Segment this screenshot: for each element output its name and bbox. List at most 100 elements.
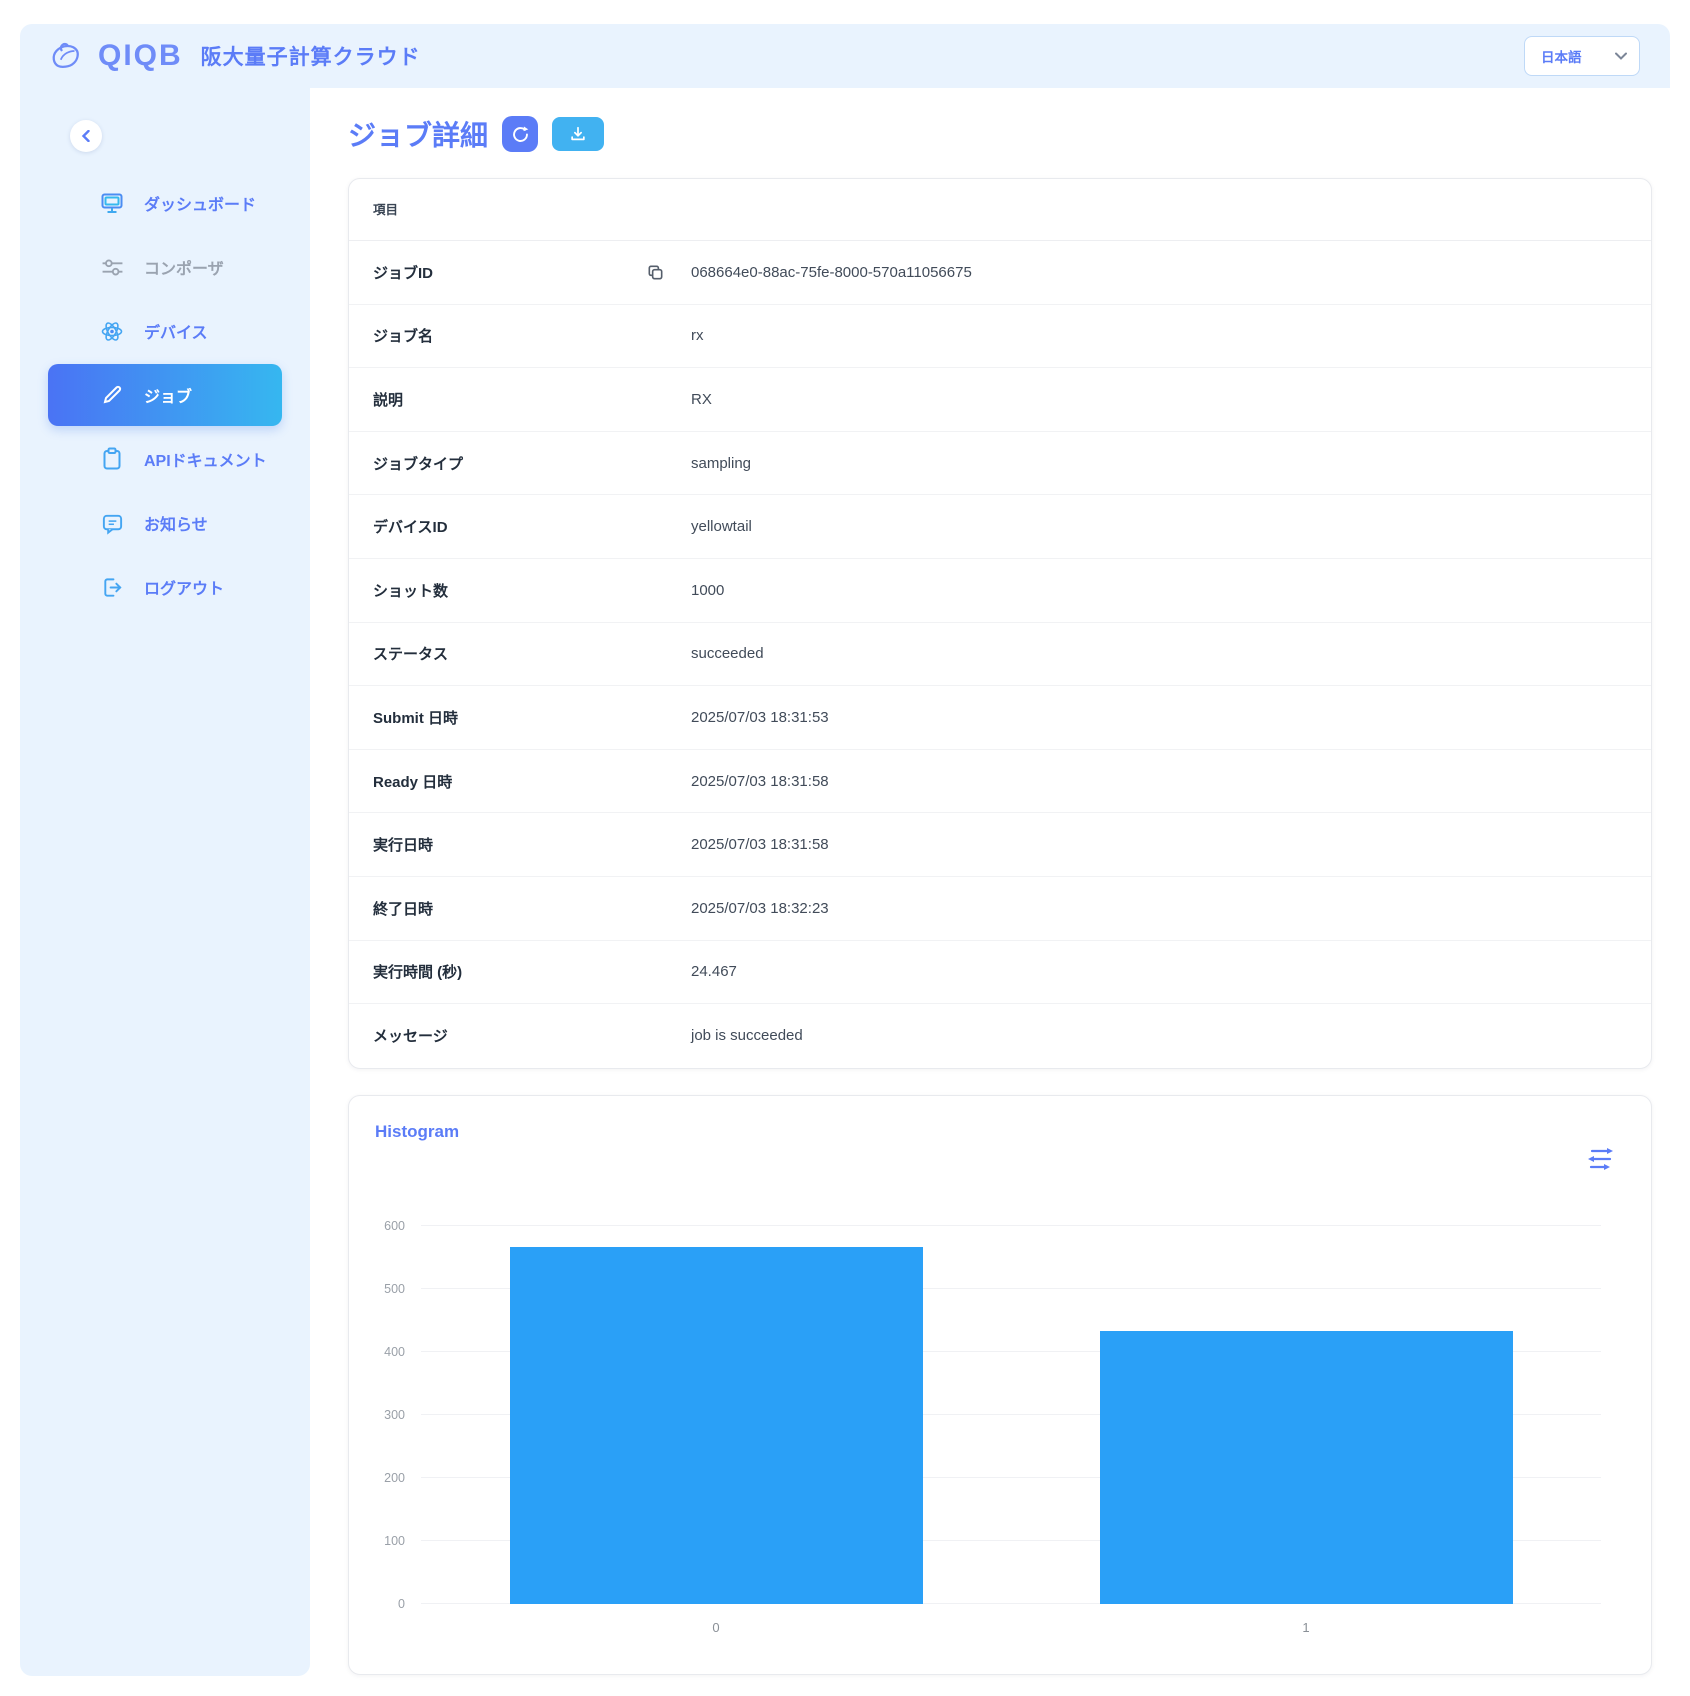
table-row-device-id: デバイスID yellowtail	[349, 495, 1651, 559]
row-value: 2025/07/03 18:32:23	[691, 899, 829, 917]
histogram-header: Histogram	[373, 1122, 1629, 1172]
sidebar-item-label: ダッシュボード	[144, 197, 257, 214]
sidebar-item-label: コンポーザ	[144, 261, 224, 278]
table-row-description: 説明 RX	[349, 368, 1651, 432]
sidebar-item-jobs[interactable]: ジョブ	[48, 364, 282, 426]
table-header: 項目	[349, 179, 1651, 241]
row-value: 068664e0-88ac-75fe-8000-570a11056675	[691, 263, 972, 281]
row-value: sampling	[691, 454, 752, 472]
row-label: 説明	[373, 391, 404, 409]
y-axis-tick-label: 100	[384, 1533, 405, 1548]
language-selector[interactable]: 日本語	[1524, 36, 1640, 76]
row-value: 24.467	[691, 963, 737, 981]
dashboard-monitor-icon	[100, 191, 124, 215]
table-row-duration: 実行時間 (秒) 24.467	[349, 941, 1651, 1005]
row-label: ジョブタイプ	[373, 455, 464, 473]
row-label: ステータス	[373, 646, 449, 664]
gridline	[421, 1476, 1601, 1478]
histogram-card: Histogram 0 100 200 300 400 500 600 0 1	[348, 1094, 1652, 1675]
logout-icon	[100, 575, 124, 599]
row-label: ジョブID	[373, 264, 434, 282]
brand[interactable]: QIQB 阪大量子計算クラウド	[46, 36, 421, 76]
gridline	[421, 1539, 1601, 1541]
row-label: ショット数	[373, 582, 449, 600]
row-value: 2025/07/03 18:31:58	[691, 772, 829, 790]
gridline	[421, 1350, 1601, 1352]
row-label: 終了日時	[373, 900, 434, 918]
y-axis-tick-label: 200	[384, 1470, 405, 1485]
api-clipboard-icon	[100, 447, 124, 471]
table-row-end-time: 終了日時 2025/07/03 18:32:23	[349, 877, 1651, 941]
row-value: RX	[691, 390, 712, 408]
sidebar-collapse-button[interactable]	[70, 120, 102, 152]
sidebar-item-api-docs[interactable]: APIドキュメント	[20, 434, 310, 484]
row-label: 実行日時	[373, 837, 434, 855]
gridline	[421, 1602, 1601, 1604]
table-row-submit-time: Submit 日時 2025/07/03 18:31:53	[349, 686, 1651, 750]
y-axis-tick-label: 0	[398, 1596, 405, 1611]
app-title: 阪大量子計算クラウド	[200, 46, 421, 69]
row-label: デバイスID	[373, 519, 448, 537]
page-title: ジョブ詳細	[348, 120, 489, 151]
sidebar-item-label: ジョブ	[144, 389, 193, 406]
title-row: ジョブ詳細	[348, 114, 1670, 154]
device-atom-icon	[100, 319, 124, 343]
row-label: Ready 日時	[373, 773, 453, 791]
sidebar-item-logout[interactable]: ログアウト	[20, 562, 310, 612]
y-axis-tick-label: 300	[384, 1407, 405, 1422]
sidebar-item-composer[interactable]: コンポーザ	[20, 242, 310, 292]
sidebar: ダッシュボード コンポーザ	[20, 88, 310, 1676]
table-row-job-name: ジョブ名 rx	[349, 305, 1651, 369]
x-axis-tick-label: 0	[712, 1619, 720, 1635]
gridline	[421, 1287, 1601, 1289]
gridline	[421, 1224, 1601, 1226]
histogram-bar-0	[509, 1246, 923, 1604]
chevron-down-icon	[1615, 52, 1627, 60]
qiqb-logo-text: QIQB	[98, 39, 183, 72]
sidebar-item-label: デバイス	[144, 325, 208, 342]
main-content: ジョブ詳細 項目 ジョブID	[310, 88, 1670, 1675]
y-axis-tick-label: 600	[384, 1218, 405, 1233]
table-row-job-type: ジョブタイプ sampling	[349, 432, 1651, 496]
download-icon	[571, 126, 585, 141]
sidebar-item-dashboard[interactable]: ダッシュボード	[20, 178, 310, 228]
table-row-run-time: 実行日時 2025/07/03 18:31:58	[349, 813, 1651, 877]
download-button[interactable]	[552, 117, 605, 151]
row-label: 実行時間 (秒)	[373, 964, 463, 982]
y-axis-tick-label: 400	[384, 1344, 405, 1359]
job-pencil-icon	[100, 383, 124, 407]
job-detail-card: 項目 ジョブID 068664e0-88ac-75fe-8000-570a110…	[348, 178, 1652, 1069]
x-axis-tick-label: 1	[1302, 1619, 1310, 1635]
refresh-button[interactable]	[502, 116, 539, 152]
row-value: succeeded	[691, 645, 764, 663]
table-row-message: メッセージ job is succeeded	[349, 1004, 1651, 1068]
chart-settings-button[interactable]	[1585, 1146, 1615, 1172]
table-row-shots: ショット数 1000	[349, 559, 1651, 623]
table-row-status: ステータス succeeded	[349, 623, 1651, 687]
histogram-chart: 0 100 200 300 400 500 600 0 1	[384, 1219, 1601, 1635]
announcement-chat-icon	[100, 511, 124, 535]
gridline	[421, 1413, 1601, 1415]
row-label: ジョブ名	[373, 328, 434, 346]
row-value: job is succeeded	[691, 1027, 803, 1045]
language-selector-value: 日本語	[1541, 50, 1582, 65]
refresh-icon	[512, 126, 528, 142]
chevron-left-icon	[81, 130, 90, 142]
table-row-ready-time: Ready 日時 2025/07/03 18:31:58	[349, 750, 1651, 814]
row-value: 2025/07/03 18:31:53	[691, 708, 829, 726]
histogram-bar-1	[1099, 1330, 1513, 1604]
table-row-job-id: ジョブID 068664e0-88ac-75fe-8000-570a110566…	[349, 241, 1651, 305]
row-value: yellowtail	[691, 518, 752, 536]
top-header: QIQB 阪大量子計算クラウド 日本語	[20, 24, 1670, 88]
sidebar-item-label: ログアウト	[144, 581, 225, 598]
qiqb-bird-icon	[46, 36, 88, 76]
copy-icon[interactable]	[646, 263, 665, 282]
sidebar-item-announcements[interactable]: お知らせ	[20, 498, 310, 548]
chart-settings-sliders-icon	[1588, 1147, 1613, 1170]
sidebar-nav: ダッシュボード コンポーザ	[20, 178, 310, 612]
sidebar-item-devices[interactable]: デバイス	[20, 306, 310, 356]
row-label: メッセージ	[373, 1028, 448, 1046]
y-axis-tick-label: 500	[384, 1281, 405, 1296]
row-value: rx	[691, 327, 704, 345]
